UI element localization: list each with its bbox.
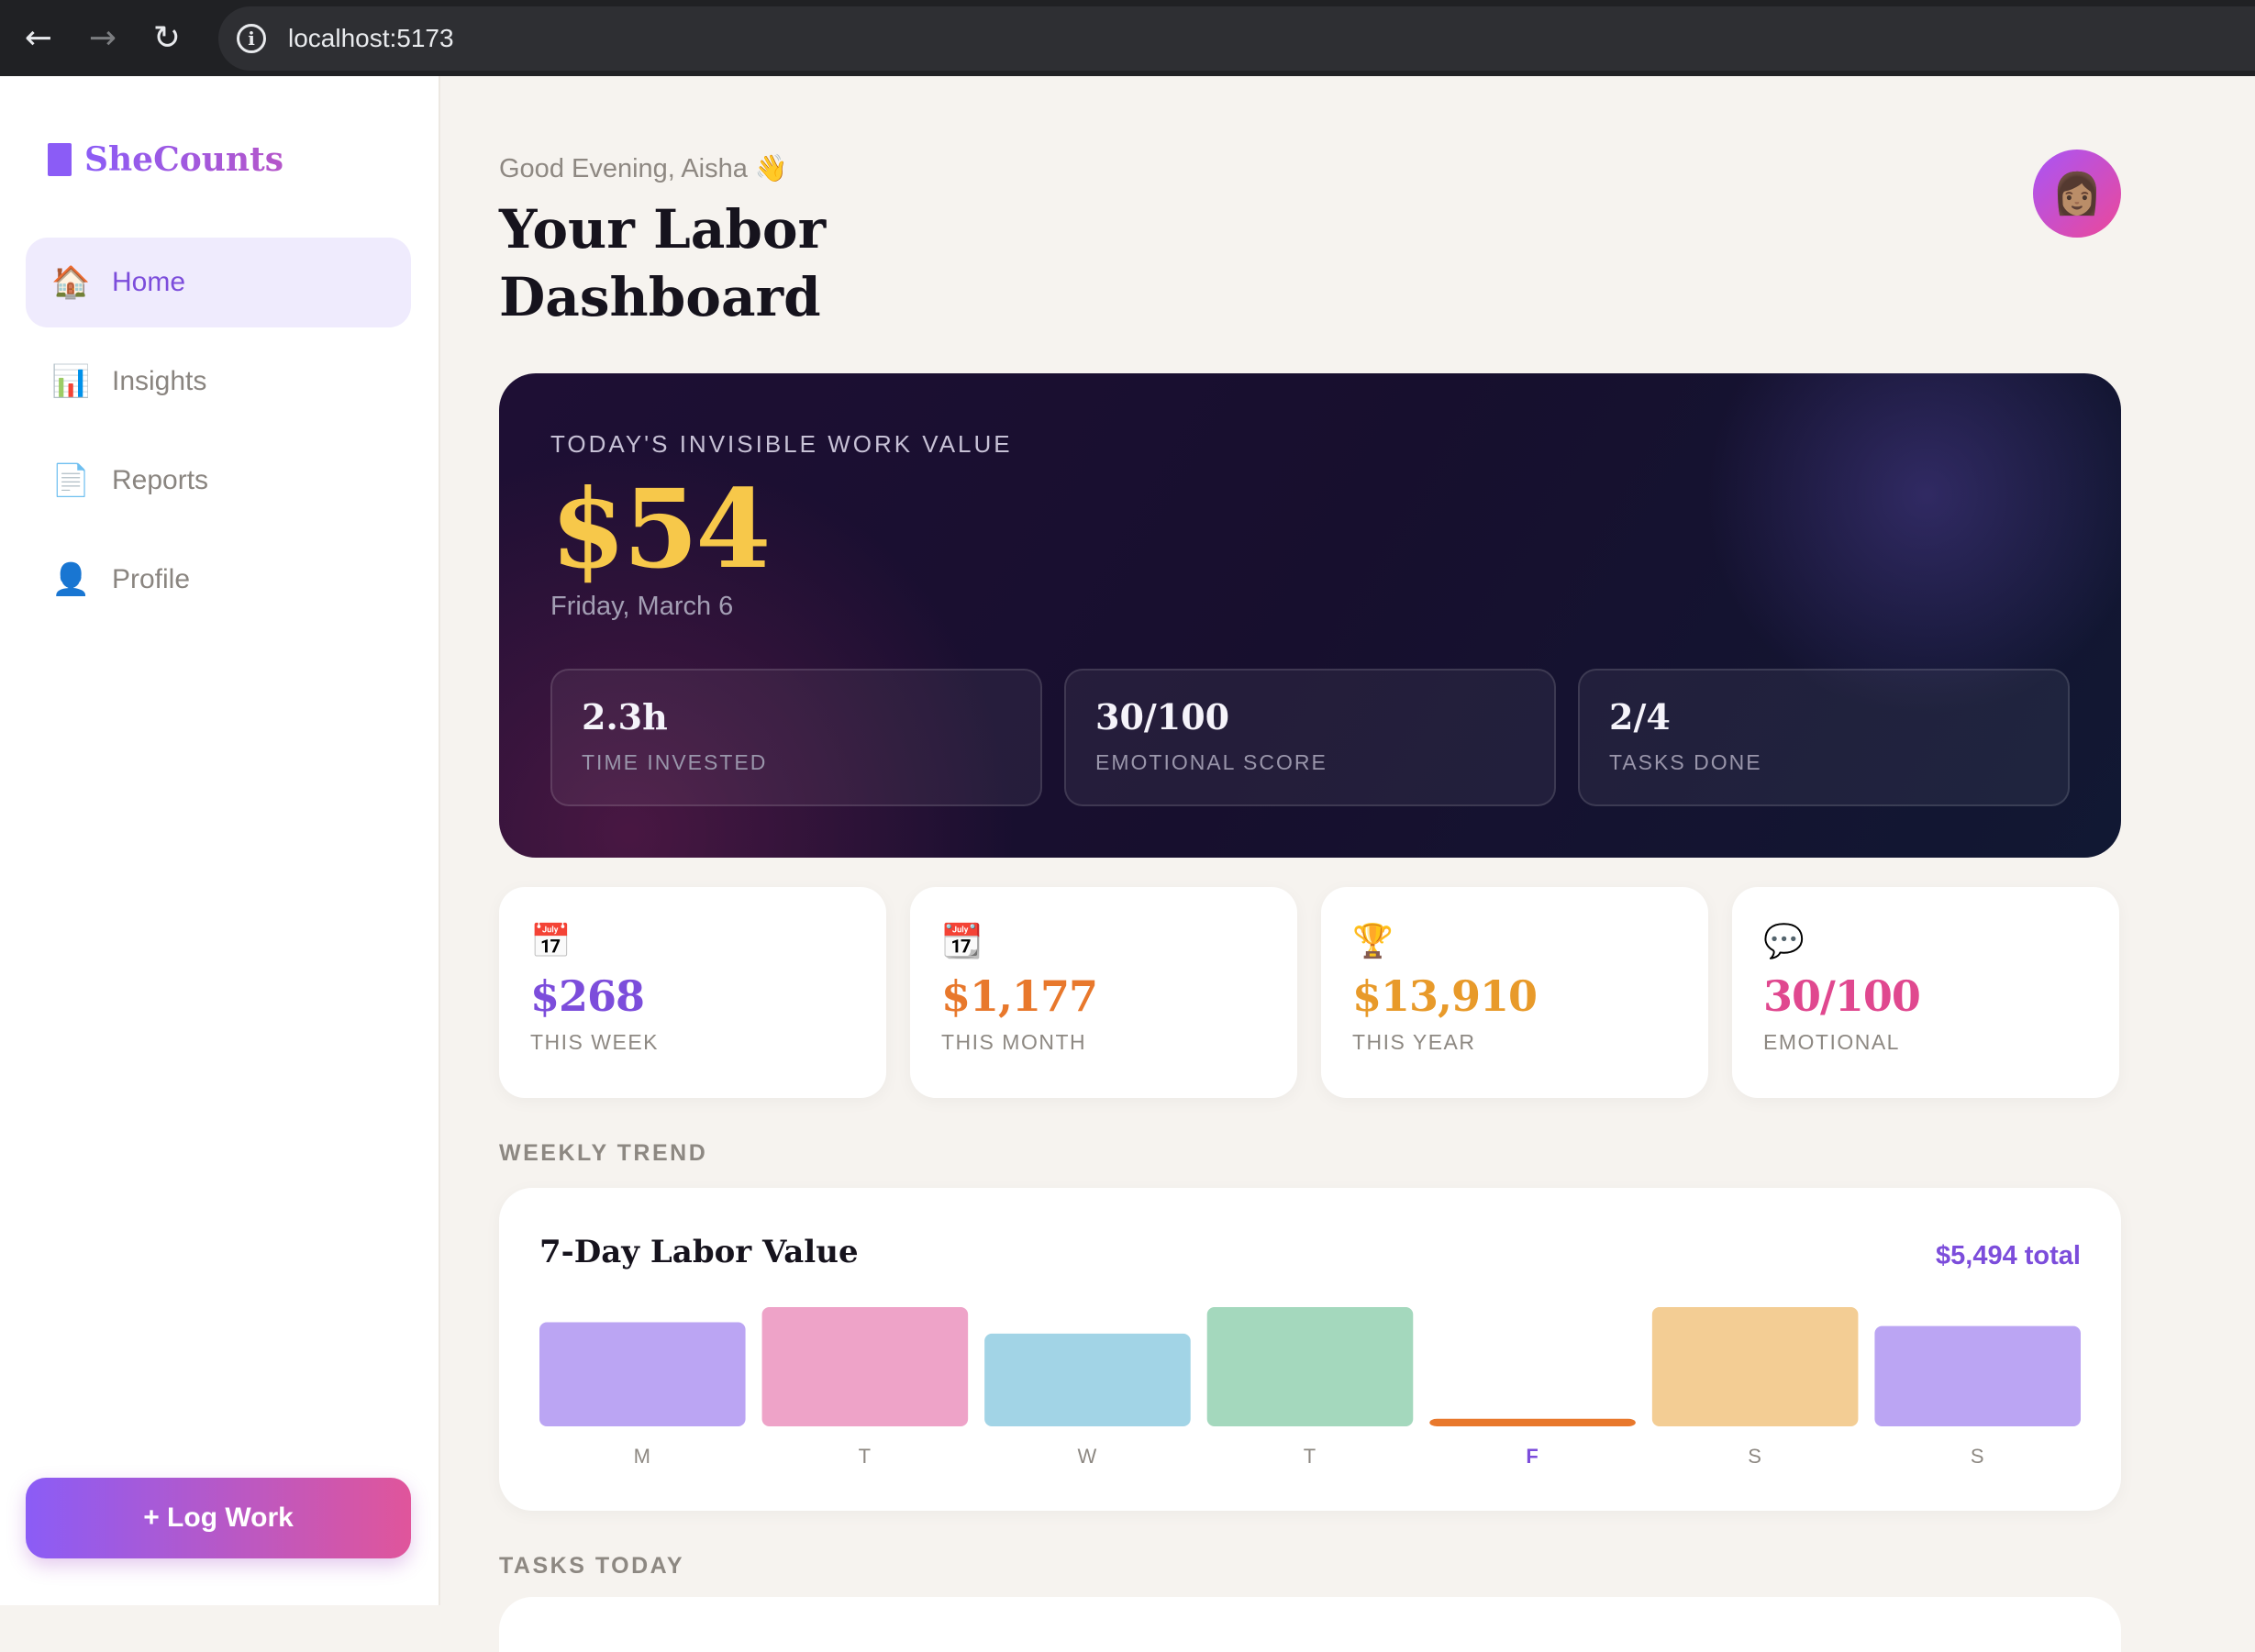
log-work-button[interactable]: + Log Work [26,1478,411,1558]
sidebar-item-insights[interactable]: 📊 Insights [26,337,411,427]
back-arrow-icon[interactable]: ← [24,19,53,57]
chart-total: $5,494 total [1936,1241,2081,1270]
stat-value: 2/4 [1609,696,1671,737]
sidebar-item-home[interactable]: 🏠 Home [26,238,411,327]
stat-value: 30/100 [1095,696,1230,737]
sidebar-item-reports[interactable]: 📄 Reports [26,436,411,526]
hero-value: $54 [550,465,771,593]
chart-bar[interactable] [1206,1307,1414,1426]
stat-label: EMOTIONAL SCORE [1095,750,1327,774]
logo-mark-icon [48,143,72,176]
today-value-card: TODAY'S INVISIBLE WORK VALUE $54 Friday,… [499,373,2121,858]
stat-label: TIME INVESTED [582,750,768,774]
calendar-icon: 📅 [530,923,572,960]
summary-value: $13,910 [1352,971,1538,1021]
logo-text: SheCounts [84,140,283,179]
summary-cards: 📅 $268 THIS WEEK 📆 $1,177 THIS MONTH 🏆 $… [499,887,2119,1098]
tasks-card [499,1597,2121,1652]
hero-label: TODAY'S INVISIBLE WORK VALUE [550,430,1013,458]
sidebar-item-profile[interactable]: 👤 Profile [26,535,411,625]
chart-bar[interactable] [984,1333,1191,1426]
chart-bar[interactable] [539,1322,746,1426]
forward-arrow-icon[interactable]: → [88,19,117,57]
chart-bar[interactable] [761,1307,969,1426]
summary-value: $1,177 [941,971,1098,1021]
summary-value: $268 [530,971,645,1021]
logo[interactable]: SheCounts [48,140,283,179]
chart-bar[interactable] [1651,1307,1859,1426]
chart-tick-label: S [1971,1445,1985,1468]
chart-bar[interactable] [1874,1325,2081,1426]
site-info-icon[interactable]: i [237,24,266,53]
chart-bar[interactable] [1429,1418,1636,1426]
trophy-icon: 🏆 [1352,923,1394,960]
chart-tick-label: T [859,1445,872,1468]
hero-date: Friday, March 6 [550,592,734,621]
speech-bubble-icon: 💬 [1763,923,1805,960]
summary-label: EMOTIONAL [1763,1030,1900,1054]
stat-time-invested: 2.3h TIME INVESTED [550,669,1042,806]
summary-label: THIS YEAR [1352,1030,1476,1054]
browser-toolbar: ← → ↻ i localhost:5173 [0,0,2255,76]
stat-tasks-done: 2/4 TASKS DONE [1578,669,2070,806]
summary-card-week: 📅 $268 THIS WEEK [499,887,886,1098]
avatar[interactable]: 👩🏽 [2033,150,2121,238]
sidebar-nav: 🏠 Home 📊 Insights 📄 Reports 👤 Profile [26,238,411,634]
calendar-spiral-icon: 📆 [941,923,983,960]
sidebar: SheCounts 🏠 Home 📊 Insights 📄 Reports 👤 … [0,76,440,1605]
user-icon: 👤 [51,561,91,598]
stat-emotional-score: 30/100 EMOTIONAL SCORE [1064,669,1556,806]
bar-chart-icon: 📊 [51,363,91,400]
main-content: Good Evening, Aisha 👋 Your Labor Dashboa… [442,76,2255,1652]
avatar-emoji-icon: 👩🏽 [2051,172,2103,216]
chart-tick-label: F [1526,1445,1539,1468]
sidebar-item-label: Home [112,267,186,297]
greeting: Good Evening, Aisha 👋 [499,154,789,183]
url-text: localhost:5173 [288,24,454,52]
address-bar[interactable]: i localhost:5173 [218,6,2255,71]
chart-title: 7-Day Labor Value [539,1234,859,1270]
chart-tick-label: S [1748,1445,1762,1468]
summary-value: 30/100 [1763,971,1921,1021]
summary-label: THIS WEEK [530,1030,660,1054]
summary-card-month: 📆 $1,177 THIS MONTH [910,887,1297,1098]
chart-tick-label: W [1078,1445,1098,1468]
hero-stats: 2.3h TIME INVESTED 30/100 EMOTIONAL SCOR… [550,669,2070,806]
weekly-chart-card: 7-Day Labor Value $5,494 total M T W T F S S [499,1188,2121,1511]
document-icon: 📄 [51,462,91,499]
summary-card-emotional: 💬 30/100 EMOTIONAL [1732,887,2119,1098]
section-heading-weekly-trend: WEEKLY TREND [499,1140,708,1166]
house-icon: 🏠 [51,264,91,301]
stat-label: TASKS DONE [1609,750,1762,774]
sidebar-item-label: Reports [112,465,209,495]
page-title: Your Labor Dashboard [499,198,827,328]
chart-tick-label: M [634,1445,651,1468]
summary-card-year: 🏆 $13,910 THIS YEAR [1321,887,1708,1098]
stat-value: 2.3h [582,696,668,737]
sidebar-item-label: Profile [112,564,191,594]
chart-tick-label: T [1304,1445,1316,1468]
sidebar-item-label: Insights [112,366,207,396]
section-heading-tasks-today: TASKS TODAY [499,1553,685,1579]
summary-label: THIS MONTH [941,1030,1087,1054]
reload-icon[interactable]: ↻ [152,19,182,57]
